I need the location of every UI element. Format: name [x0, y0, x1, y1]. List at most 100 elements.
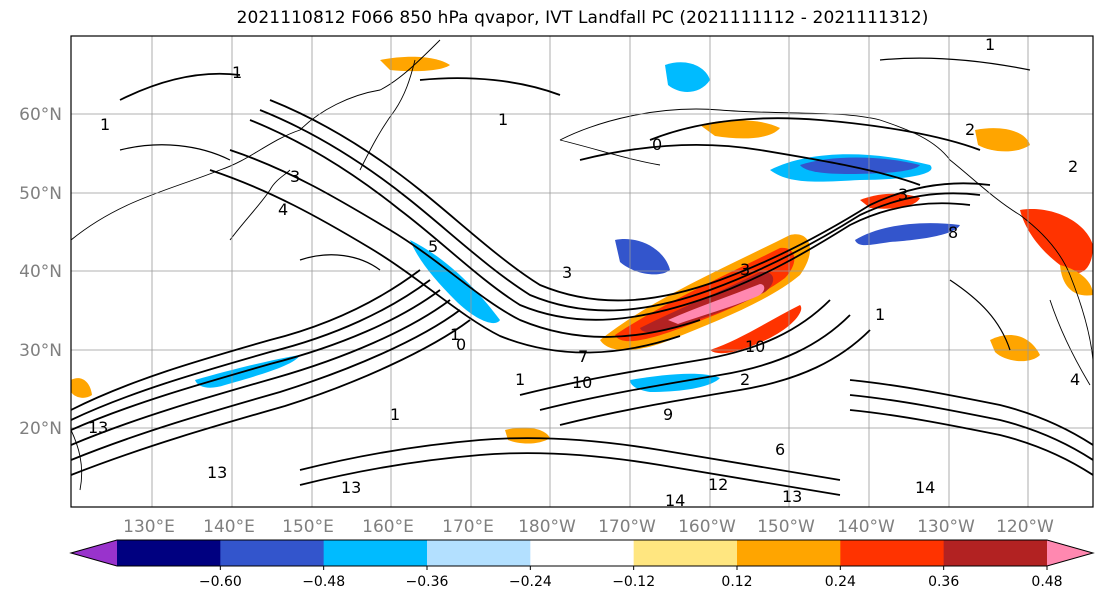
positive-anomaly-west-coast [71, 378, 92, 398]
contour-label: 3 [562, 263, 572, 282]
contour-label: 12 [708, 475, 728, 494]
contour-label: 5 [428, 237, 438, 256]
colorbar-tick-label: −0.36 [406, 574, 449, 590]
contour-label: 1 [985, 35, 995, 54]
latitude-label: 50°N [19, 184, 62, 204]
colorbar-swatch [737, 540, 841, 566]
contour-label: 9 [663, 405, 673, 424]
positive-anomaly-north2 [700, 120, 780, 139]
contour-label: 8 [948, 223, 958, 242]
colorbar-extend-min [71, 540, 117, 566]
contour-label: 2 [1068, 157, 1078, 176]
positive-anomaly-east-band [710, 305, 802, 354]
longitude-label: 180°W [518, 517, 576, 537]
colorbar-swatch [427, 540, 531, 566]
map-title: 2021110812 F066 850 hPa qvapor, IVT Land… [236, 8, 929, 28]
longitude-label: 170°E [442, 517, 494, 537]
positive-anomaly-core [668, 284, 765, 324]
contour-label: 7 [578, 347, 588, 366]
contour-label: 1 [390, 405, 400, 424]
positive-anomaly-inner [640, 271, 774, 333]
longitude-label: 140°W [837, 517, 895, 537]
colorbar-swatch [943, 540, 1048, 566]
contour-label: 3 [290, 167, 300, 186]
contour-label: 1 [450, 325, 460, 344]
positive-anomaly-coast [1020, 209, 1093, 274]
contour-label: 3 [740, 260, 750, 279]
colorbar-outline [69, 539, 1095, 567]
colorbar-tick-label: 0.36 [928, 574, 959, 590]
contour-label: 14 [665, 491, 685, 510]
colorbar-swatch [323, 540, 428, 566]
negative-anomaly-alaska [665, 62, 710, 92]
contour-label: 1 [232, 63, 242, 82]
longitude-label: 120°W [996, 517, 1054, 537]
coastline-japan [229, 169, 291, 241]
colorbar-tick-label: −0.12 [612, 574, 655, 590]
colorbar-extend-max [1047, 540, 1093, 566]
coastline-alaska [559, 108, 1021, 216]
contour-label: 3 [898, 185, 908, 204]
map-frame [70, 35, 1094, 508]
negative-anomaly-mid-north [615, 239, 670, 275]
longitude-label: 130°W [917, 517, 975, 537]
colorbar-tick-label: 0.12 [721, 574, 752, 590]
contour-label: 1 [100, 115, 110, 134]
latitude-axis: 60°N 50°N 40°N 30°N 20°N [19, 105, 62, 439]
contour-label: 14 [915, 478, 935, 497]
contour-label: 10 [572, 373, 592, 392]
colorbar-tick-label: −0.60 [199, 574, 242, 590]
contour-label: 1 [515, 370, 525, 389]
colorbar-tick-label: −0.48 [302, 574, 345, 590]
positive-anomaly-coast-outer [1060, 265, 1093, 296]
contour-label: 13 [782, 487, 802, 506]
longitude-axis: 130°E 140°E 150°E 160°E 170°E 180°W 170°… [123, 517, 1054, 537]
longitude-label: 160°W [678, 517, 736, 537]
colorbar-ticks: −0.60 −0.48 −0.36 −0.24 −0.12 0.12 0.24 0.36 0.4… [199, 566, 1063, 590]
coastline-baja [1049, 299, 1091, 386]
positive-anomaly-sw [990, 335, 1040, 362]
contour-label: 13 [88, 418, 108, 437]
latitude-label: 40°N [19, 262, 62, 282]
longitude-label: 150°W [757, 517, 815, 537]
longitude-label: 150°E [282, 517, 334, 537]
contour-label: 10 [745, 337, 765, 356]
ivt-contours [71, 72, 1093, 496]
contour-label: 6 [775, 440, 785, 459]
latitude-label: 60°N [19, 105, 62, 125]
coastline-aleutians [559, 139, 661, 166]
contour-label: 13 [207, 463, 227, 482]
colorbar-swatches [71, 540, 1093, 566]
negative-anomaly-jet-east [855, 223, 960, 246]
positive-anomaly-gulf [860, 193, 920, 209]
colorbar-swatch [840, 540, 945, 566]
coastline-na-west [1019, 214, 1093, 361]
colorbar-swatch [633, 540, 738, 566]
colorbar-tick-label: −0.24 [509, 574, 552, 590]
positive-anomaly-south [505, 427, 550, 444]
longitude-label: 130°E [123, 517, 175, 537]
contour-label: 0 [652, 135, 662, 154]
contour-label: 0 [456, 335, 466, 354]
longitude-label: 170°W [598, 517, 656, 537]
colorbar-swatch [530, 540, 635, 566]
longitude-label: 160°E [362, 517, 414, 537]
contour-label: 4 [278, 200, 288, 219]
contour-labels: 1 1 1 1 1 1 1 1 2 2 2 3 3 3 3 4 4 5 6 7 … [88, 35, 1080, 510]
contour-label: 2 [965, 120, 975, 139]
colorbar-swatch [220, 540, 325, 566]
contour-label: 1 [498, 110, 508, 129]
ivt-contours-thin [119, 57, 1031, 351]
contour-label: 13 [341, 478, 361, 497]
contour-label: 4 [1070, 370, 1080, 389]
map-background [71, 36, 1093, 507]
colorbar-swatch [117, 540, 221, 566]
negative-anomaly-west [410, 240, 500, 324]
latitude-label: 20°N [19, 419, 62, 439]
contour-label: 1 [875, 305, 885, 324]
colorbar: −0.60 −0.48 −0.36 −0.24 −0.12 0.12 0.24 0.36 0.4… [69, 539, 1095, 590]
longitude-label: 140°E [203, 517, 255, 537]
colorbar-tick-label: 0.48 [1031, 574, 1062, 590]
latitude-label: 30°N [19, 341, 62, 361]
